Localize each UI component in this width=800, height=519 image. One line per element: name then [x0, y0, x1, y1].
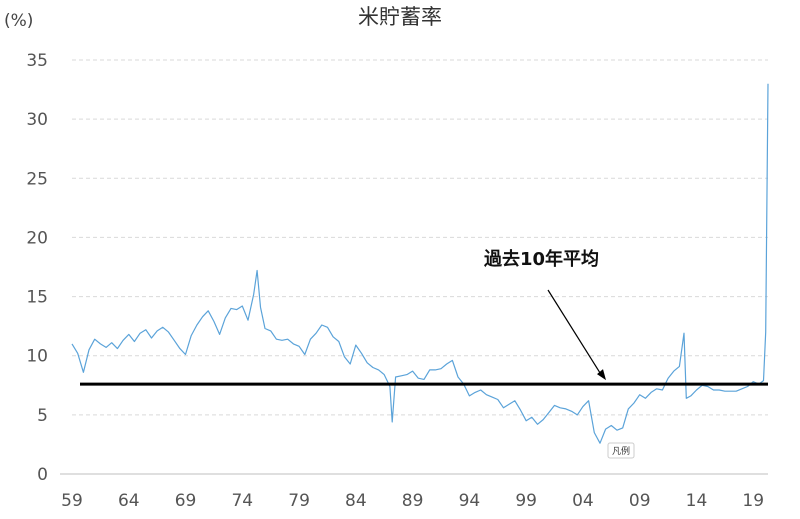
x-tick-label: 59	[61, 491, 83, 511]
y-tick-label: 5	[37, 406, 48, 426]
legend-tag-box	[607, 442, 635, 459]
x-tick-label: 14	[686, 491, 708, 511]
y-tick-label: 0	[37, 465, 48, 485]
series-line-savings-rate	[71, 83, 769, 444]
x-tick-label: 79	[288, 491, 310, 511]
y-tick-label: 25	[26, 169, 48, 189]
grid-layer	[60, 59, 768, 475]
x-tick-label: 99	[515, 491, 537, 511]
x-tick-label: 64	[118, 491, 140, 511]
y-tick-label: 30	[26, 110, 48, 130]
chart-title: 米貯蓄率	[358, 5, 442, 29]
x-tick-label: 69	[175, 491, 197, 511]
reference-layer	[80, 289, 768, 386]
y-tick-label: 10	[26, 347, 48, 367]
series-layer	[71, 83, 769, 444]
legend-tag-label: 凡例	[612, 445, 630, 457]
x-tick-label: 94	[459, 491, 481, 511]
y-axis-label: (%)	[4, 11, 33, 31]
x-tick-label: 84	[345, 491, 367, 511]
y-tick-label: 35	[26, 51, 48, 71]
text-layer: 米貯蓄率 (%) 0 5 10 15 20 25 30 35 59 64 69 74 79 84 89 94 99 0…	[4, 5, 764, 511]
average-line-label: 過去10年平均	[484, 248, 599, 270]
x-tick-label: 89	[402, 491, 424, 511]
x-tick-label: 04	[572, 491, 594, 511]
x-tick-label: 19	[742, 491, 764, 511]
x-tick-label: 09	[629, 491, 651, 511]
annotation-arrowhead	[597, 369, 606, 381]
x-tick-label: 74	[231, 491, 253, 511]
annotation-arrow-shaft	[547, 289, 603, 377]
y-tick-label: 15	[26, 288, 48, 308]
y-tick-label: 20	[26, 228, 48, 248]
